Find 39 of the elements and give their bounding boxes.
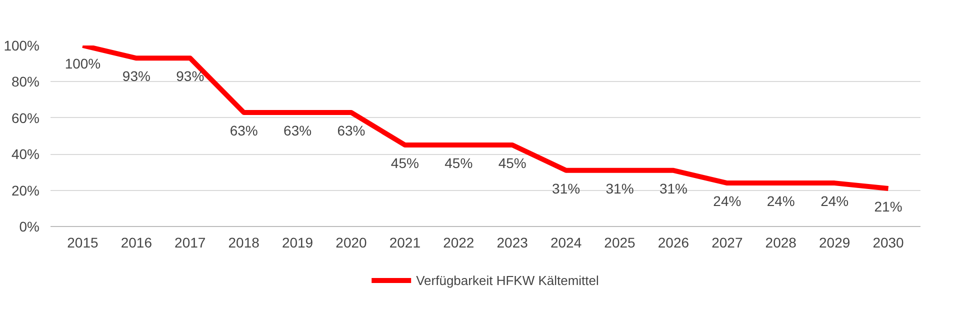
data-label: 24%	[766, 193, 795, 210]
legend-label: Verfügbarkeit HFKW Kältemittel	[416, 272, 599, 288]
x-tick-label: 2030	[872, 234, 904, 250]
y-tick-label: 0%	[19, 218, 40, 234]
data-label: 45%	[498, 155, 526, 172]
x-tick-label: 2028	[765, 234, 797, 250]
x-tick-label: 2027	[712, 234, 743, 250]
y-tick-label: 20%	[11, 182, 40, 198]
x-tick-label: 2020	[336, 234, 368, 250]
data-label: 31%	[659, 180, 688, 196]
data-label: 45%	[390, 155, 419, 172]
data-label: 21%	[874, 198, 902, 214]
data-label: 63%	[337, 122, 366, 138]
x-tick-label: 2015	[67, 234, 99, 250]
y-tick-label: 60%	[11, 110, 40, 126]
data-label: 31%	[552, 180, 580, 196]
x-tick-label: 2024	[550, 234, 582, 250]
x-tick-label: 2029	[819, 234, 850, 250]
y-tick-label: 40%	[11, 146, 40, 162]
y-tick-label: 100%	[4, 38, 40, 54]
x-tick-label: 2016	[120, 234, 152, 250]
x-tick-label: 2017	[174, 234, 206, 250]
data-label: 24%	[713, 193, 742, 210]
data-label: 100%	[64, 56, 101, 72]
x-tick-label: 2018	[228, 234, 260, 250]
x-tick-label: 2022	[443, 234, 474, 250]
data-label: 45%	[444, 155, 473, 172]
x-tick-label: 2025	[604, 234, 636, 250]
x-tick-label: 2023	[496, 234, 528, 250]
x-tick-label: 2026	[658, 234, 690, 250]
x-tick-label: 2021	[389, 234, 421, 250]
data-label: 24%	[820, 193, 849, 210]
data-label: 93%	[176, 68, 204, 84]
data-label: 63%	[284, 122, 312, 138]
data-label: 63%	[230, 122, 258, 138]
y-tick-label: 80%	[11, 74, 40, 90]
data-label: 93%	[122, 68, 150, 84]
data-label: 31%	[606, 180, 634, 196]
x-tick-label: 2019	[282, 234, 314, 250]
